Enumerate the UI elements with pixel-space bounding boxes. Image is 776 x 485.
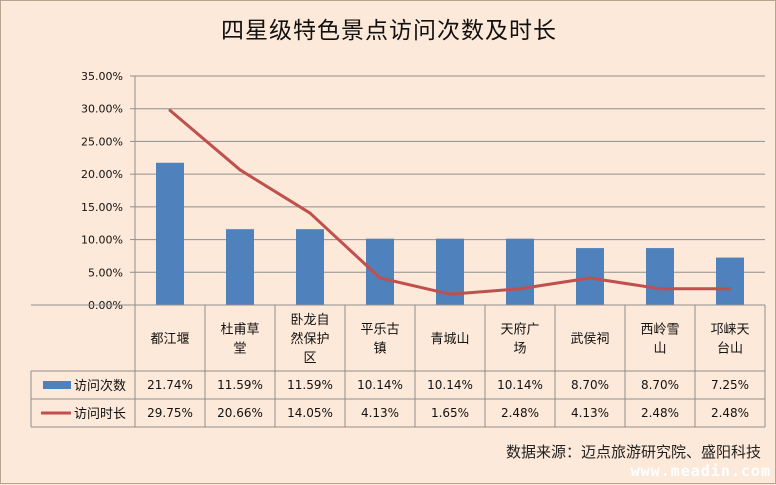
bar <box>156 162 184 305</box>
bar <box>646 248 674 305</box>
line-point <box>308 211 312 215</box>
source-note: 数据来源：迈点旅游研究院、盛阳科技 <box>505 443 761 461</box>
data-table-value: 2.48% <box>641 406 679 420</box>
data-table-value: 1.65% <box>431 406 469 420</box>
x-category-label: 邛崃天台山 <box>710 323 749 357</box>
y-tick-label: 5.00% <box>88 266 123 279</box>
data-table-value: 21.74% <box>147 378 193 392</box>
x-category-label: 杜甫草堂 <box>220 323 259 357</box>
bar <box>716 257 744 305</box>
line-point <box>168 108 172 112</box>
x-category-label: 西岭雪山 <box>640 323 679 357</box>
data-table-value: 2.48% <box>501 406 539 420</box>
x-category-label: 天府广场 <box>500 323 539 357</box>
data-table-value: 8.70% <box>571 378 609 392</box>
data-table-value: 29.75% <box>147 406 193 420</box>
data-table-value: 10.14% <box>497 378 543 392</box>
data-table-value: 7.25% <box>711 378 749 392</box>
line-point <box>378 276 382 280</box>
y-tick-label: 25.00% <box>81 135 123 148</box>
data-table-value: 10.14% <box>427 378 473 392</box>
line-point <box>588 276 592 280</box>
y-tick-label: 20.00% <box>81 168 123 181</box>
legend-label: 访问时长 <box>74 407 126 422</box>
x-category-label: 都江堰 <box>150 332 189 347</box>
data-table-value: 10.14% <box>357 378 403 392</box>
bar <box>226 229 254 305</box>
data-table-value: 14.05% <box>287 406 333 420</box>
data-table-value: 20.66% <box>217 406 263 420</box>
legend-key-bar <box>43 381 71 389</box>
x-category-label: 平乐古镇 <box>360 323 399 357</box>
data-table-value: 2.48% <box>711 406 749 420</box>
data-table-value: 4.13% <box>361 406 399 420</box>
watermark: www.meadin.com <box>630 462 771 480</box>
line-point <box>448 292 452 296</box>
data-table-value: 4.13% <box>571 406 609 420</box>
x-category-label: 武侯祠 <box>570 332 609 347</box>
data-table-value: 8.70% <box>641 378 679 392</box>
bar <box>366 238 394 305</box>
data-table-value: 11.59% <box>287 378 333 392</box>
legend-label: 访问次数 <box>74 378 126 394</box>
line-point <box>238 168 242 172</box>
chart-title: 四星级特色景点访问次数及时长 <box>221 18 557 44</box>
line-point <box>728 287 732 291</box>
line-point <box>658 287 662 291</box>
bar <box>296 229 324 305</box>
data-table-value: 11.59% <box>217 378 263 392</box>
y-tick-label: 10.00% <box>81 234 123 247</box>
line-point <box>518 287 522 291</box>
y-tick-label: 15.00% <box>81 201 123 214</box>
bar <box>506 238 534 305</box>
y-tick-label: 35.00% <box>81 70 123 83</box>
y-tick-label: 30.00% <box>81 103 123 116</box>
x-category-label: 青城山 <box>430 332 469 347</box>
x-category-label: 卧龙自然保护区 <box>290 313 329 366</box>
